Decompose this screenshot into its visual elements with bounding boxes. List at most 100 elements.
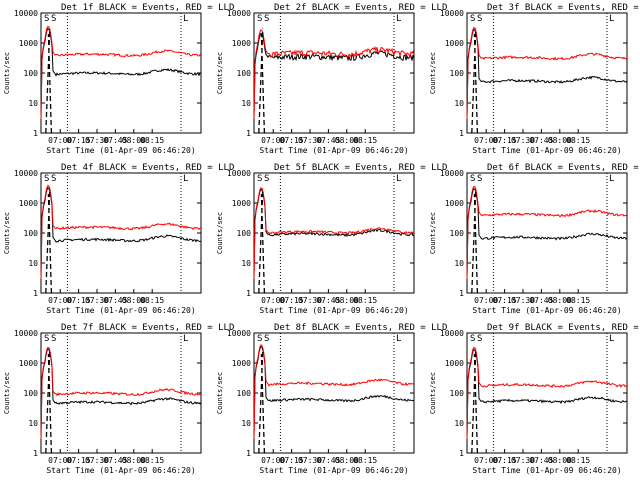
x-tick-label: 08:00 — [335, 136, 359, 145]
panel-title: Det 7f BLACK = Events, RED = LLD — [61, 323, 234, 333]
flag-marker-L: L — [183, 334, 188, 344]
x-tick-label: 08:15 — [566, 136, 590, 145]
y-tick-label: 100 — [237, 69, 252, 78]
panel-det-5: Det 5f BLACK = Events, RED = LLD 1 10 100 10… — [216, 163, 447, 315]
x-tick-label: 07:00 — [474, 136, 498, 145]
series-line-events — [466, 187, 628, 279]
flag-marker-S: S — [44, 334, 49, 344]
flag-marker-L: L — [183, 14, 188, 24]
panel-title: Det 4f BLACK = Events, RED = LLD — [61, 163, 234, 173]
flag-marker-S: S — [264, 334, 269, 344]
series-line-events — [466, 348, 628, 439]
flag-marker-L: L — [183, 174, 188, 184]
x-tick-label: 08:15 — [353, 136, 377, 145]
series-line-lld — [40, 184, 202, 279]
x-tick-label: 07:45 — [103, 456, 127, 465]
panel-det-6: Det 6f BLACK = Events, RED = LLD 1 10 100 10… — [429, 163, 640, 315]
flag-marker-S: S — [257, 334, 262, 344]
y-tick-label: 100 — [237, 389, 252, 398]
flag-marker-S: S — [470, 14, 475, 24]
series-line-events — [253, 32, 415, 119]
plot-frame — [466, 12, 628, 134]
y-tick-label: 100 — [450, 69, 465, 78]
y-tick-label: 1 — [33, 129, 38, 138]
x-tick-label: 07:00 — [474, 296, 498, 305]
y-tick-label: 1 — [459, 449, 464, 458]
y-tick-label: 1000 — [445, 39, 464, 48]
x-tick-label: 08:15 — [353, 456, 377, 465]
y-tick-label: 100 — [24, 229, 39, 238]
x-axis-label: Start Time (01-Apr-09 06:46:20) — [46, 306, 195, 315]
y-tick-label: 10000 — [227, 329, 251, 338]
series-line-lld — [466, 26, 628, 119]
y-tick-label: 1 — [246, 449, 251, 458]
x-tick-label: 07:30 — [85, 296, 109, 305]
y-axis-label: Counts/sec — [429, 372, 437, 414]
y-tick-label: 10 — [28, 99, 38, 108]
y-tick-label: 10 — [454, 99, 464, 108]
y-tick-label: 10000 — [227, 169, 251, 178]
flag-marker-S: S — [264, 14, 269, 24]
y-tick-label: 1000 — [445, 359, 464, 368]
series-line-events — [253, 188, 415, 279]
y-tick-label: 1 — [459, 289, 464, 298]
x-tick-label: 07:30 — [298, 136, 322, 145]
dashed-spike-line — [258, 348, 266, 454]
series-line-events — [253, 345, 415, 439]
series-line-lld — [466, 346, 628, 439]
y-tick-label: 100 — [450, 389, 465, 398]
x-tick-label: 07:15 — [67, 136, 91, 145]
flag-marker-S: S — [477, 334, 482, 344]
flag-marker-L: L — [609, 174, 614, 184]
x-tick-label: 07:00 — [261, 136, 285, 145]
panel-det-4: Det 4f BLACK = Events, RED = LLD 1 10 100 10… — [3, 163, 234, 315]
flag-marker-S: S — [51, 14, 56, 24]
series-line-lld — [253, 344, 415, 439]
x-tick-label: 08:15 — [566, 296, 590, 305]
flag-marker-L: L — [609, 334, 614, 344]
y-tick-label: 10 — [241, 99, 251, 108]
panel-title: Det 6f BLACK = Events, RED = LLD — [487, 163, 640, 173]
series-line-lld — [253, 187, 415, 279]
panel-det-3: Det 3f BLACK = Events, RED = LLD 1 10 100 10… — [429, 3, 640, 155]
x-tick-label: 07:45 — [529, 456, 553, 465]
y-tick-label: 10000 — [14, 9, 38, 18]
panel-title: Det 9f BLACK = Events, RED = LLD — [487, 323, 640, 333]
y-axis-label: Counts/sec — [429, 52, 437, 94]
series-line-lld — [253, 29, 415, 119]
x-tick-label: 07:15 — [493, 136, 517, 145]
y-tick-label: 10 — [241, 419, 251, 428]
x-tick-label: 08:00 — [122, 296, 146, 305]
flag-marker-S: S — [477, 174, 482, 184]
y-tick-label: 10 — [241, 259, 251, 268]
dashed-spike-line — [471, 28, 479, 134]
x-tick-label: 08:15 — [140, 296, 164, 305]
x-tick-label: 07:30 — [511, 456, 535, 465]
x-tick-label: 08:00 — [122, 136, 146, 145]
panel-title: Det 3f BLACK = Events, RED = LLD — [487, 3, 640, 13]
y-tick-label: 10 — [28, 259, 38, 268]
series-line-lld — [466, 185, 628, 279]
x-tick-label: 07:45 — [529, 296, 553, 305]
panel-det-9: Det 9f BLACK = Events, RED = LLD 1 10 100 10… — [429, 323, 640, 475]
x-tick-label: 07:00 — [474, 456, 498, 465]
x-tick-label: 07:30 — [85, 136, 109, 145]
y-axis-label: Counts/sec — [3, 372, 11, 414]
flag-marker-S: S — [51, 334, 56, 344]
dashed-spike-line — [258, 188, 266, 294]
flag-marker-S: S — [470, 174, 475, 184]
x-tick-label: 07:30 — [298, 456, 322, 465]
y-tick-label: 1 — [33, 449, 38, 458]
x-tick-label: 07:15 — [280, 296, 304, 305]
panel-det-2: Det 2f BLACK = Events, RED = LLD 1 10 100 10… — [216, 3, 447, 155]
x-axis-label: Start Time (01-Apr-09 06:46:20) — [259, 306, 408, 315]
panel-det-7: Det 7f BLACK = Events, RED = LLD 1 10 100 10… — [3, 323, 234, 475]
y-tick-label: 10000 — [14, 169, 38, 178]
x-tick-label: 07:00 — [48, 296, 72, 305]
y-tick-label: 10 — [28, 419, 38, 428]
x-axis-label: Start Time (01-Apr-09 06:46:20) — [46, 146, 195, 155]
x-tick-label: 07:30 — [511, 136, 535, 145]
series-line-lld — [40, 346, 202, 439]
y-tick-label: 1000 — [232, 39, 251, 48]
